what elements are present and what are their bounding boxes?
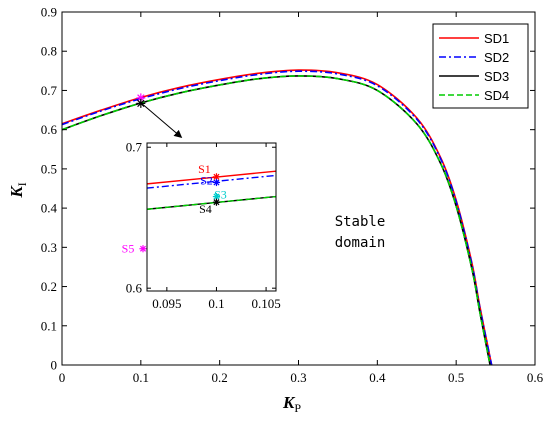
legend-item-sd1: SD1 [439,31,509,46]
inset-point-label-s2: S2 [200,173,213,187]
inset-point-s3 [212,192,221,201]
inset-point-label-s4: S4 [199,202,212,216]
legend-label: SD2 [484,50,509,65]
x-tick-label: 0.4 [369,370,386,385]
inset-series-line-sd1 [147,170,276,185]
inset-series-line-sd2 [147,174,276,189]
x-tick-label: 0.3 [290,370,306,385]
main-series-group [62,69,493,365]
series-line-sd2 [62,70,493,365]
legend-label: SD3 [484,69,509,84]
inset-x-tick-label: 0.1 [208,296,224,311]
inset-series-group [147,170,276,210]
inset-point-label-s5: S5 [122,242,135,256]
zoom-arrow [139,101,183,139]
legend-item-sd4: SD4 [439,88,509,103]
inset-point-s5 [139,245,147,253]
legend-item-sd2: SD2 [439,50,509,65]
y-axis-label-main: K [7,185,26,199]
y-tick-label: 0.5 [41,161,57,176]
y-tick-label: 0.9 [41,5,57,20]
inset-series-line-sd4 [147,195,276,210]
y-tick-label: 0.8 [41,44,57,59]
main-marker-group [136,93,146,108]
legend-label: SD1 [484,31,509,46]
x-tick-label: 0.5 [448,370,464,385]
x-tick-label: 0.2 [212,370,228,385]
inset-point-s2 [212,178,221,187]
inset-y-tick-label: 0.6 [126,281,143,296]
stable-domain-label-line2: domain [335,235,386,251]
x-axis-label-main: K [282,393,296,412]
stable-domain-label-line1: Stable [335,214,386,230]
legend-items: SD1 SD2 SD3 SD4 [439,31,509,103]
inset-point-label-s1: S1 [198,162,211,176]
y-tick-label: 0.3 [41,240,57,255]
series-line-sd4 [62,75,491,365]
legend: SD1 SD2 SD3 SD4 [432,23,529,109]
main-axis-ticks: 0 0.1 0.2 0.3 0.4 0.5 0.600.10.20.30.40.50.60.… [41,5,544,386]
y-tick-label: 0.4 [41,201,58,216]
y-tick-label: 0.2 [41,279,57,294]
inset-background [147,143,276,291]
x-axis-label-subscript: P [294,401,301,415]
inset-point-label-s3: S3 [214,188,227,202]
y-tick-label: 0.7 [41,83,58,98]
x-axis-label: KP [282,393,301,415]
y-tick-label: 0 [51,358,58,373]
y-axis-label: KI [7,182,29,198]
inset-x-tick-label: 0.095 [152,296,181,311]
x-tick-label: 0.1 [133,370,149,385]
inset-axis-ticks: 0.095 0.1 0.105 0.6 0.7 [126,140,281,311]
legend-label: SD4 [484,88,509,103]
x-tick-label: 0.6 [527,370,544,385]
inset-y-tick-label: 0.7 [126,140,143,155]
inset-x-tick-label: 0.105 [251,296,280,311]
y-axis-label-subscript: I [15,182,29,186]
legend-item-sd3: SD3 [439,69,509,84]
legend-box [432,23,529,109]
main-point-marker-2 [136,98,146,108]
y-tick-label: 0.6 [41,122,58,137]
x-tick-label: 0 [59,370,66,385]
y-tick-label: 0.1 [41,318,57,333]
inset-plot-frame [146,142,277,292]
inset-point-s4 [212,198,221,206]
